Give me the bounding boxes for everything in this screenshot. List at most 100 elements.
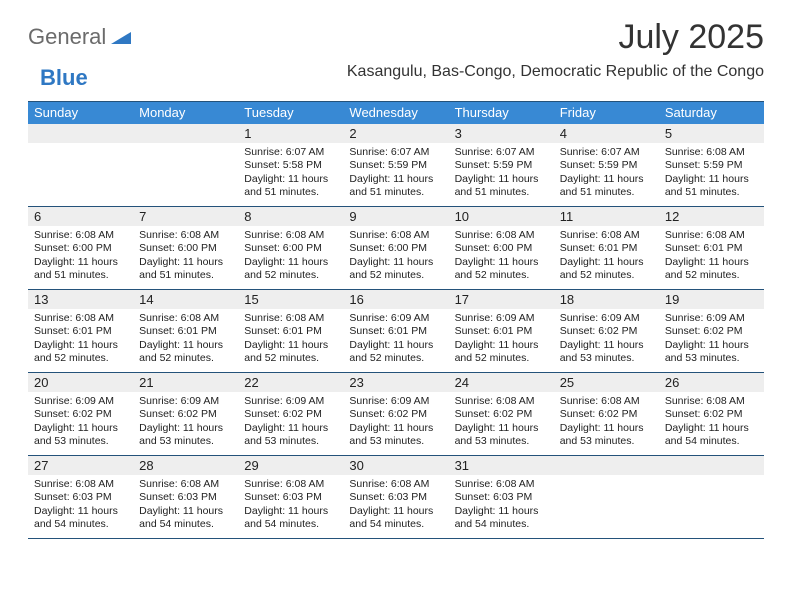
day-cell: 21Sunrise: 6:09 AMSunset: 6:02 PMDayligh… [133, 373, 238, 455]
daylight-text: Daylight: 11 hours and 54 minutes. [244, 505, 337, 532]
day-number: 3 [449, 124, 554, 143]
sunset-text: Sunset: 6:00 PM [455, 242, 548, 255]
day-cell: 29Sunrise: 6:08 AMSunset: 6:03 PMDayligh… [238, 456, 343, 538]
week-row: 27Sunrise: 6:08 AMSunset: 6:03 PMDayligh… [28, 456, 764, 539]
day-details: Sunrise: 6:08 AMSunset: 6:00 PMDaylight:… [133, 226, 238, 289]
sunset-text: Sunset: 6:03 PM [139, 491, 232, 504]
day-number: 5 [659, 124, 764, 143]
day-number: 13 [28, 290, 133, 309]
calendar-table: Sunday Monday Tuesday Wednesday Thursday… [28, 101, 764, 539]
sunset-text: Sunset: 6:03 PM [349, 491, 442, 504]
day-cell: 22Sunrise: 6:09 AMSunset: 6:02 PMDayligh… [238, 373, 343, 455]
day-details: Sunrise: 6:07 AMSunset: 5:58 PMDaylight:… [238, 143, 343, 206]
calendar-page: General July 2025 Kasangulu, Bas-Congo, … [0, 0, 792, 612]
daylight-text: Daylight: 11 hours and 52 minutes. [455, 339, 548, 366]
day-details: Sunrise: 6:08 AMSunset: 6:03 PMDaylight:… [449, 475, 554, 538]
day-details: Sunrise: 6:08 AMSunset: 6:02 PMDaylight:… [659, 392, 764, 455]
day-cell: 11Sunrise: 6:08 AMSunset: 6:01 PMDayligh… [554, 207, 659, 289]
sunrise-text: Sunrise: 6:09 AM [455, 312, 548, 325]
sunrise-text: Sunrise: 6:08 AM [665, 229, 758, 242]
day-number: 28 [133, 456, 238, 475]
location-subtitle: Kasangulu, Bas-Congo, Democratic Republi… [347, 63, 764, 81]
daylight-text: Daylight: 11 hours and 52 minutes. [349, 339, 442, 366]
day-cell: 26Sunrise: 6:08 AMSunset: 6:02 PMDayligh… [659, 373, 764, 455]
day-cell: 7Sunrise: 6:08 AMSunset: 6:00 PMDaylight… [133, 207, 238, 289]
daylight-text: Daylight: 11 hours and 52 minutes. [139, 339, 232, 366]
day-number: 9 [343, 207, 448, 226]
day-cell: 19Sunrise: 6:09 AMSunset: 6:02 PMDayligh… [659, 290, 764, 372]
day-cell: 27Sunrise: 6:08 AMSunset: 6:03 PMDayligh… [28, 456, 133, 538]
daylight-text: Daylight: 11 hours and 53 minutes. [560, 339, 653, 366]
daylight-text: Daylight: 11 hours and 51 minutes. [34, 256, 127, 283]
daylight-text: Daylight: 11 hours and 51 minutes. [139, 256, 232, 283]
dow-tuesday: Tuesday [238, 102, 343, 124]
day-details: Sunrise: 6:08 AMSunset: 6:01 PMDaylight:… [554, 226, 659, 289]
sunrise-text: Sunrise: 6:08 AM [244, 229, 337, 242]
brand-triangle-icon [111, 30, 131, 49]
day-details: Sunrise: 6:07 AMSunset: 5:59 PMDaylight:… [554, 143, 659, 206]
sunrise-text: Sunrise: 6:07 AM [560, 146, 653, 159]
day-cell: 3Sunrise: 6:07 AMSunset: 5:59 PMDaylight… [449, 124, 554, 206]
day-cell [133, 124, 238, 206]
day-cell: 24Sunrise: 6:08 AMSunset: 6:02 PMDayligh… [449, 373, 554, 455]
sunset-text: Sunset: 6:01 PM [665, 242, 758, 255]
sunrise-text: Sunrise: 6:07 AM [349, 146, 442, 159]
day-details: Sunrise: 6:09 AMSunset: 6:02 PMDaylight:… [133, 392, 238, 455]
day-number [28, 124, 133, 143]
day-cell: 23Sunrise: 6:09 AMSunset: 6:02 PMDayligh… [343, 373, 448, 455]
day-cell: 25Sunrise: 6:08 AMSunset: 6:02 PMDayligh… [554, 373, 659, 455]
sunset-text: Sunset: 6:02 PM [665, 408, 758, 421]
day-cell: 17Sunrise: 6:09 AMSunset: 6:01 PMDayligh… [449, 290, 554, 372]
day-number: 22 [238, 373, 343, 392]
day-cell: 10Sunrise: 6:08 AMSunset: 6:00 PMDayligh… [449, 207, 554, 289]
sunset-text: Sunset: 6:02 PM [139, 408, 232, 421]
day-details: Sunrise: 6:09 AMSunset: 6:02 PMDaylight:… [28, 392, 133, 455]
daylight-text: Daylight: 11 hours and 52 minutes. [455, 256, 548, 283]
day-cell: 28Sunrise: 6:08 AMSunset: 6:03 PMDayligh… [133, 456, 238, 538]
day-cell: 18Sunrise: 6:09 AMSunset: 6:02 PMDayligh… [554, 290, 659, 372]
sunset-text: Sunset: 5:59 PM [455, 159, 548, 172]
month-title: July 2025 [347, 18, 764, 57]
day-details: Sunrise: 6:08 AMSunset: 6:03 PMDaylight:… [343, 475, 448, 538]
day-number: 23 [343, 373, 448, 392]
day-details: Sunrise: 6:08 AMSunset: 6:03 PMDaylight:… [133, 475, 238, 538]
daylight-text: Daylight: 11 hours and 51 minutes. [244, 173, 337, 200]
sunset-text: Sunset: 5:58 PM [244, 159, 337, 172]
day-number: 25 [554, 373, 659, 392]
day-details: Sunrise: 6:08 AMSunset: 6:00 PMDaylight:… [449, 226, 554, 289]
sunrise-text: Sunrise: 6:08 AM [665, 395, 758, 408]
daylight-text: Daylight: 11 hours and 53 minutes. [349, 422, 442, 449]
day-number: 29 [238, 456, 343, 475]
sunset-text: Sunset: 6:01 PM [560, 242, 653, 255]
sunrise-text: Sunrise: 6:09 AM [139, 395, 232, 408]
sunrise-text: Sunrise: 6:08 AM [139, 229, 232, 242]
sunset-text: Sunset: 6:01 PM [349, 325, 442, 338]
sunrise-text: Sunrise: 6:08 AM [455, 478, 548, 491]
day-details: Sunrise: 6:08 AMSunset: 6:00 PMDaylight:… [343, 226, 448, 289]
day-number: 19 [659, 290, 764, 309]
daylight-text: Daylight: 11 hours and 54 minutes. [34, 505, 127, 532]
daylight-text: Daylight: 11 hours and 53 minutes. [455, 422, 548, 449]
day-details: Sunrise: 6:08 AMSunset: 6:01 PMDaylight:… [133, 309, 238, 372]
day-number: 6 [28, 207, 133, 226]
day-details: Sunrise: 6:08 AMSunset: 6:02 PMDaylight:… [554, 392, 659, 455]
day-details: Sunrise: 6:07 AMSunset: 5:59 PMDaylight:… [343, 143, 448, 206]
sunrise-text: Sunrise: 6:08 AM [349, 229, 442, 242]
sunset-text: Sunset: 6:02 PM [34, 408, 127, 421]
brand-logo: General [28, 24, 133, 50]
dow-sunday: Sunday [28, 102, 133, 124]
day-cell: 5Sunrise: 6:08 AMSunset: 5:59 PMDaylight… [659, 124, 764, 206]
day-details: Sunrise: 6:08 AMSunset: 6:02 PMDaylight:… [449, 392, 554, 455]
day-cell: 2Sunrise: 6:07 AMSunset: 5:59 PMDaylight… [343, 124, 448, 206]
day-number: 12 [659, 207, 764, 226]
day-details: Sunrise: 6:08 AMSunset: 6:00 PMDaylight:… [28, 226, 133, 289]
week-row: 20Sunrise: 6:09 AMSunset: 6:02 PMDayligh… [28, 373, 764, 456]
day-cell: 16Sunrise: 6:09 AMSunset: 6:01 PMDayligh… [343, 290, 448, 372]
sunset-text: Sunset: 6:00 PM [139, 242, 232, 255]
day-details: Sunrise: 6:08 AMSunset: 5:59 PMDaylight:… [659, 143, 764, 206]
sunset-text: Sunset: 5:59 PM [560, 159, 653, 172]
daylight-text: Daylight: 11 hours and 51 minutes. [455, 173, 548, 200]
sunrise-text: Sunrise: 6:08 AM [34, 478, 127, 491]
day-details: Sunrise: 6:08 AMSunset: 6:01 PMDaylight:… [659, 226, 764, 289]
day-number: 24 [449, 373, 554, 392]
